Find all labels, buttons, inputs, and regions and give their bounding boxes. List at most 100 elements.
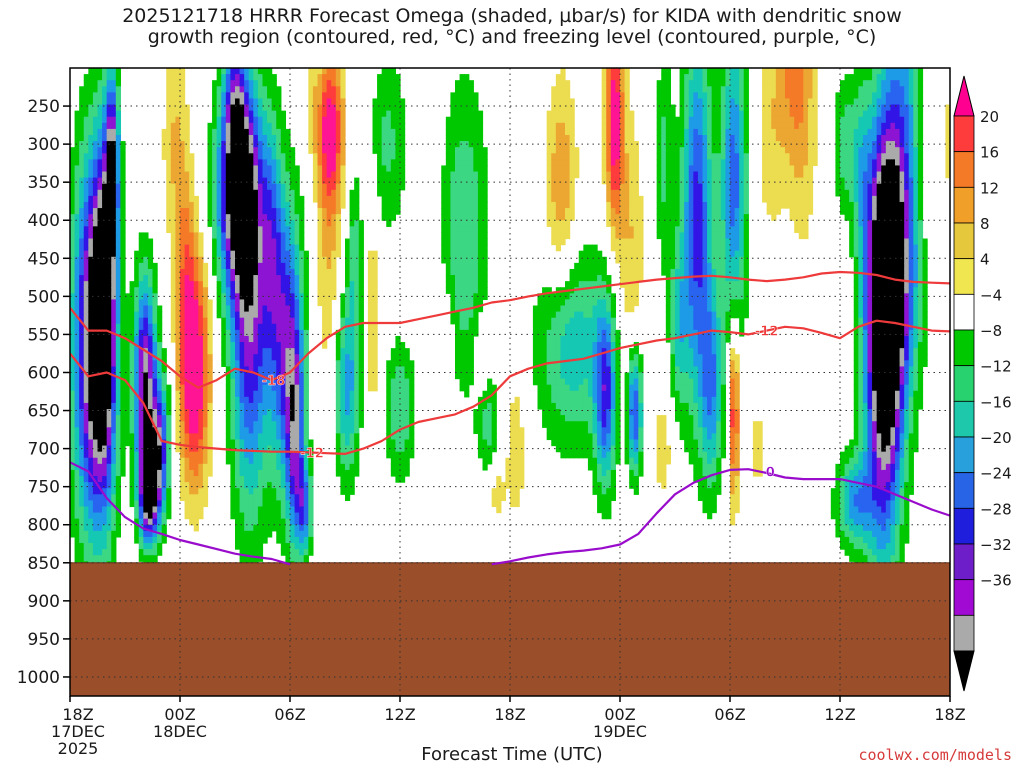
omega-cell	[294, 445, 300, 453]
omega-cell	[354, 402, 360, 410]
omega-cell	[193, 457, 199, 465]
omega-cell	[147, 402, 154, 410]
omega-cell	[285, 384, 291, 392]
omega-cell	[271, 128, 277, 136]
omega-cell	[267, 384, 273, 392]
omega-cell	[303, 451, 309, 459]
omega-cell	[546, 116, 552, 124]
omega-cell	[468, 134, 474, 142]
omega-cell	[83, 536, 89, 544]
omega-cell	[147, 360, 154, 367]
omega-cell	[482, 421, 488, 428]
omega-cell	[102, 384, 108, 392]
omega-cell	[207, 335, 213, 343]
omega-cell	[491, 427, 497, 434]
omega-cell	[464, 372, 470, 380]
omega-cell	[257, 159, 264, 167]
omega-cell	[280, 128, 287, 136]
omega-cell	[285, 159, 291, 167]
omega-cell	[175, 68, 181, 75]
omega-cell	[102, 445, 108, 453]
omega-cell	[354, 433, 360, 441]
omega-cell	[354, 317, 360, 325]
omega-cell	[239, 281, 245, 288]
omega-cell	[271, 226, 277, 234]
omega-cell	[253, 402, 259, 410]
omega-cell	[390, 348, 397, 355]
omega-cell	[253, 512, 259, 520]
omega-cell	[198, 335, 204, 343]
omega-cell	[560, 141, 566, 148]
omega-cell	[299, 463, 305, 471]
omega-cell	[83, 195, 89, 203]
omega-cell	[97, 421, 103, 428]
omega-cell	[253, 74, 259, 81]
omega-cell	[202, 281, 209, 288]
omega-cell	[555, 183, 562, 191]
omega-cell	[349, 433, 355, 441]
omega-cell	[455, 281, 461, 288]
omega-cell	[248, 116, 254, 124]
omega-cell	[322, 183, 328, 191]
omega-cell	[202, 396, 209, 404]
omega-cell	[115, 275, 122, 282]
omega-cell	[464, 238, 470, 246]
omega-cell	[248, 98, 254, 106]
omega-cell	[147, 342, 154, 349]
omega-cell	[138, 457, 144, 465]
omega-cell	[487, 445, 493, 453]
omega-cell	[83, 104, 89, 112]
omega-cell	[349, 348, 355, 355]
omega-cell	[248, 323, 254, 331]
omega-cell	[180, 177, 186, 185]
omega-cell	[464, 366, 470, 374]
omega-cell	[207, 421, 213, 428]
omega-cell	[115, 110, 122, 118]
omega-cell	[74, 463, 80, 471]
omega-cell	[212, 165, 218, 173]
omega-cell	[542, 366, 548, 374]
omega-cell	[230, 299, 236, 307]
omega-cell	[280, 439, 287, 447]
omega-cell	[546, 299, 552, 307]
omega-cell	[267, 220, 273, 227]
omega-cell	[180, 360, 186, 367]
omega-cell	[106, 396, 112, 404]
omega-cell	[445, 153, 452, 160]
omega-cell	[455, 366, 461, 374]
omega-cell	[262, 134, 268, 142]
omega-cell	[267, 433, 273, 441]
omega-cell	[276, 482, 282, 489]
omega-cell	[487, 433, 493, 441]
omega-cell	[92, 549, 99, 556]
omega-cell	[303, 433, 309, 441]
omega-cell	[322, 299, 328, 307]
omega-cell	[92, 342, 99, 349]
omega-cell	[92, 201, 99, 209]
omega-cell	[257, 214, 264, 221]
omega-cell	[74, 110, 80, 118]
omega-cell	[386, 92, 392, 100]
omega-cell	[102, 463, 108, 471]
omega-cell	[468, 165, 474, 173]
omega-cell	[312, 98, 319, 106]
omega-cell	[106, 232, 112, 240]
omega-cell	[262, 396, 268, 404]
omega-cell	[152, 293, 158, 301]
omega-cell	[74, 311, 80, 319]
omega-cell	[560, 439, 566, 447]
omega-cell	[92, 165, 99, 173]
omega-cell	[225, 147, 232, 154]
omega-cell	[115, 445, 122, 453]
omega-cell	[239, 116, 245, 124]
omega-cell	[184, 402, 190, 410]
omega-cell	[477, 299, 484, 307]
omega-cell	[189, 256, 195, 264]
omega-cell	[152, 512, 158, 520]
omega-cell	[230, 74, 236, 81]
omega-cell	[235, 415, 241, 422]
omega-cell	[267, 518, 273, 526]
omega-cell	[459, 92, 465, 100]
omega-cell	[244, 354, 250, 361]
omega-cell	[106, 390, 112, 398]
